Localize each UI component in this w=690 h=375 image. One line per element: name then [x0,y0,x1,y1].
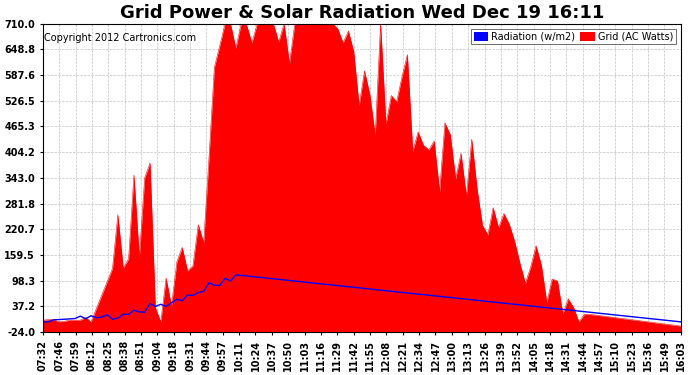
Legend: Radiation (w/m2), Grid (AC Watts): Radiation (w/m2), Grid (AC Watts) [471,28,676,44]
Title: Grid Power & Solar Radiation Wed Dec 19 16:11: Grid Power & Solar Radiation Wed Dec 19 … [119,4,604,22]
Text: Copyright 2012 Cartronics.com: Copyright 2012 Cartronics.com [44,33,196,43]
